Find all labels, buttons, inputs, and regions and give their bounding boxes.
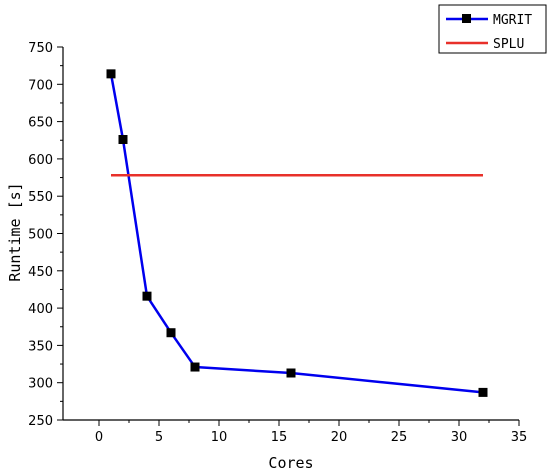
data-point-mgrit <box>190 362 200 372</box>
y-tick-label: 450 <box>28 265 53 280</box>
y-tick-label: 500 <box>28 228 53 243</box>
x-tick-label: 10 <box>211 430 228 445</box>
legend-label-mgrit: MGRIT <box>493 13 532 28</box>
y-tick-label: 750 <box>28 41 53 56</box>
x-tick-label: 25 <box>391 430 408 445</box>
y-tick-label: 350 <box>28 339 53 354</box>
y-axis-title: Runtime [s] <box>6 182 24 281</box>
data-point-mgrit <box>118 135 128 145</box>
y-tick-label: 300 <box>28 377 53 392</box>
x-axis-title: Cores <box>268 454 313 472</box>
x-tick-label: 15 <box>271 430 288 445</box>
y-tick-label: 650 <box>28 116 53 131</box>
x-tick-label: 35 <box>511 430 528 445</box>
y-tick-label: 400 <box>28 302 53 317</box>
legend-marker-mgrit <box>462 14 471 23</box>
x-tick-label: 30 <box>451 430 468 445</box>
axes <box>62 47 519 421</box>
x-tick-label: 20 <box>331 430 348 445</box>
x-tick-label: 5 <box>155 430 163 445</box>
y-tick-label: 700 <box>28 78 53 93</box>
series-layer <box>106 69 488 397</box>
legend-box <box>438 4 547 54</box>
y-tick-label: 250 <box>28 414 53 429</box>
x-tick-label: 0 <box>95 430 103 445</box>
ticks: 0 5 10 15 20 25 30 35 250 300 350 400 450 500 550 600 65… <box>28 41 527 445</box>
y-tick-label: 600 <box>28 153 53 168</box>
data-point-mgrit <box>478 387 488 397</box>
legend-label-splu: SPLU <box>493 37 524 52</box>
legend: MGRIT SPLU <box>438 4 547 54</box>
data-point-mgrit <box>142 291 152 301</box>
data-point-mgrit <box>106 69 116 79</box>
series-line-mgrit <box>109 73 484 394</box>
data-point-mgrit <box>166 328 176 338</box>
data-point-mgrit <box>286 368 296 378</box>
y-tick-label: 550 <box>28 190 53 205</box>
